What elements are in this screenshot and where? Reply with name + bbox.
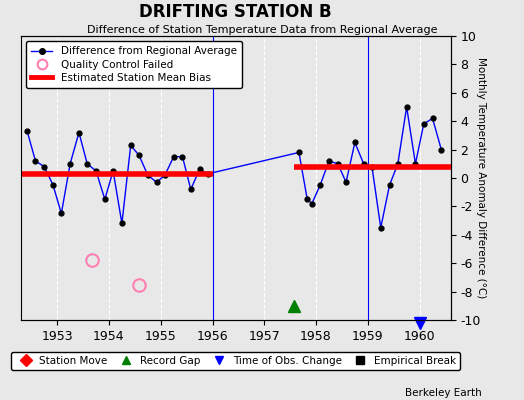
Legend: Station Move, Record Gap, Time of Obs. Change, Empirical Break: Station Move, Record Gap, Time of Obs. C… — [12, 352, 460, 370]
Title: DRIFTING STATION B: DRIFTING STATION B — [139, 2, 332, 20]
Text: Berkeley Earth: Berkeley Earth — [406, 388, 482, 398]
Text: Difference of Station Temperature Data from Regional Average: Difference of Station Temperature Data f… — [87, 25, 437, 35]
Y-axis label: Monthly Temperature Anomaly Difference (°C): Monthly Temperature Anomaly Difference (… — [476, 57, 486, 299]
